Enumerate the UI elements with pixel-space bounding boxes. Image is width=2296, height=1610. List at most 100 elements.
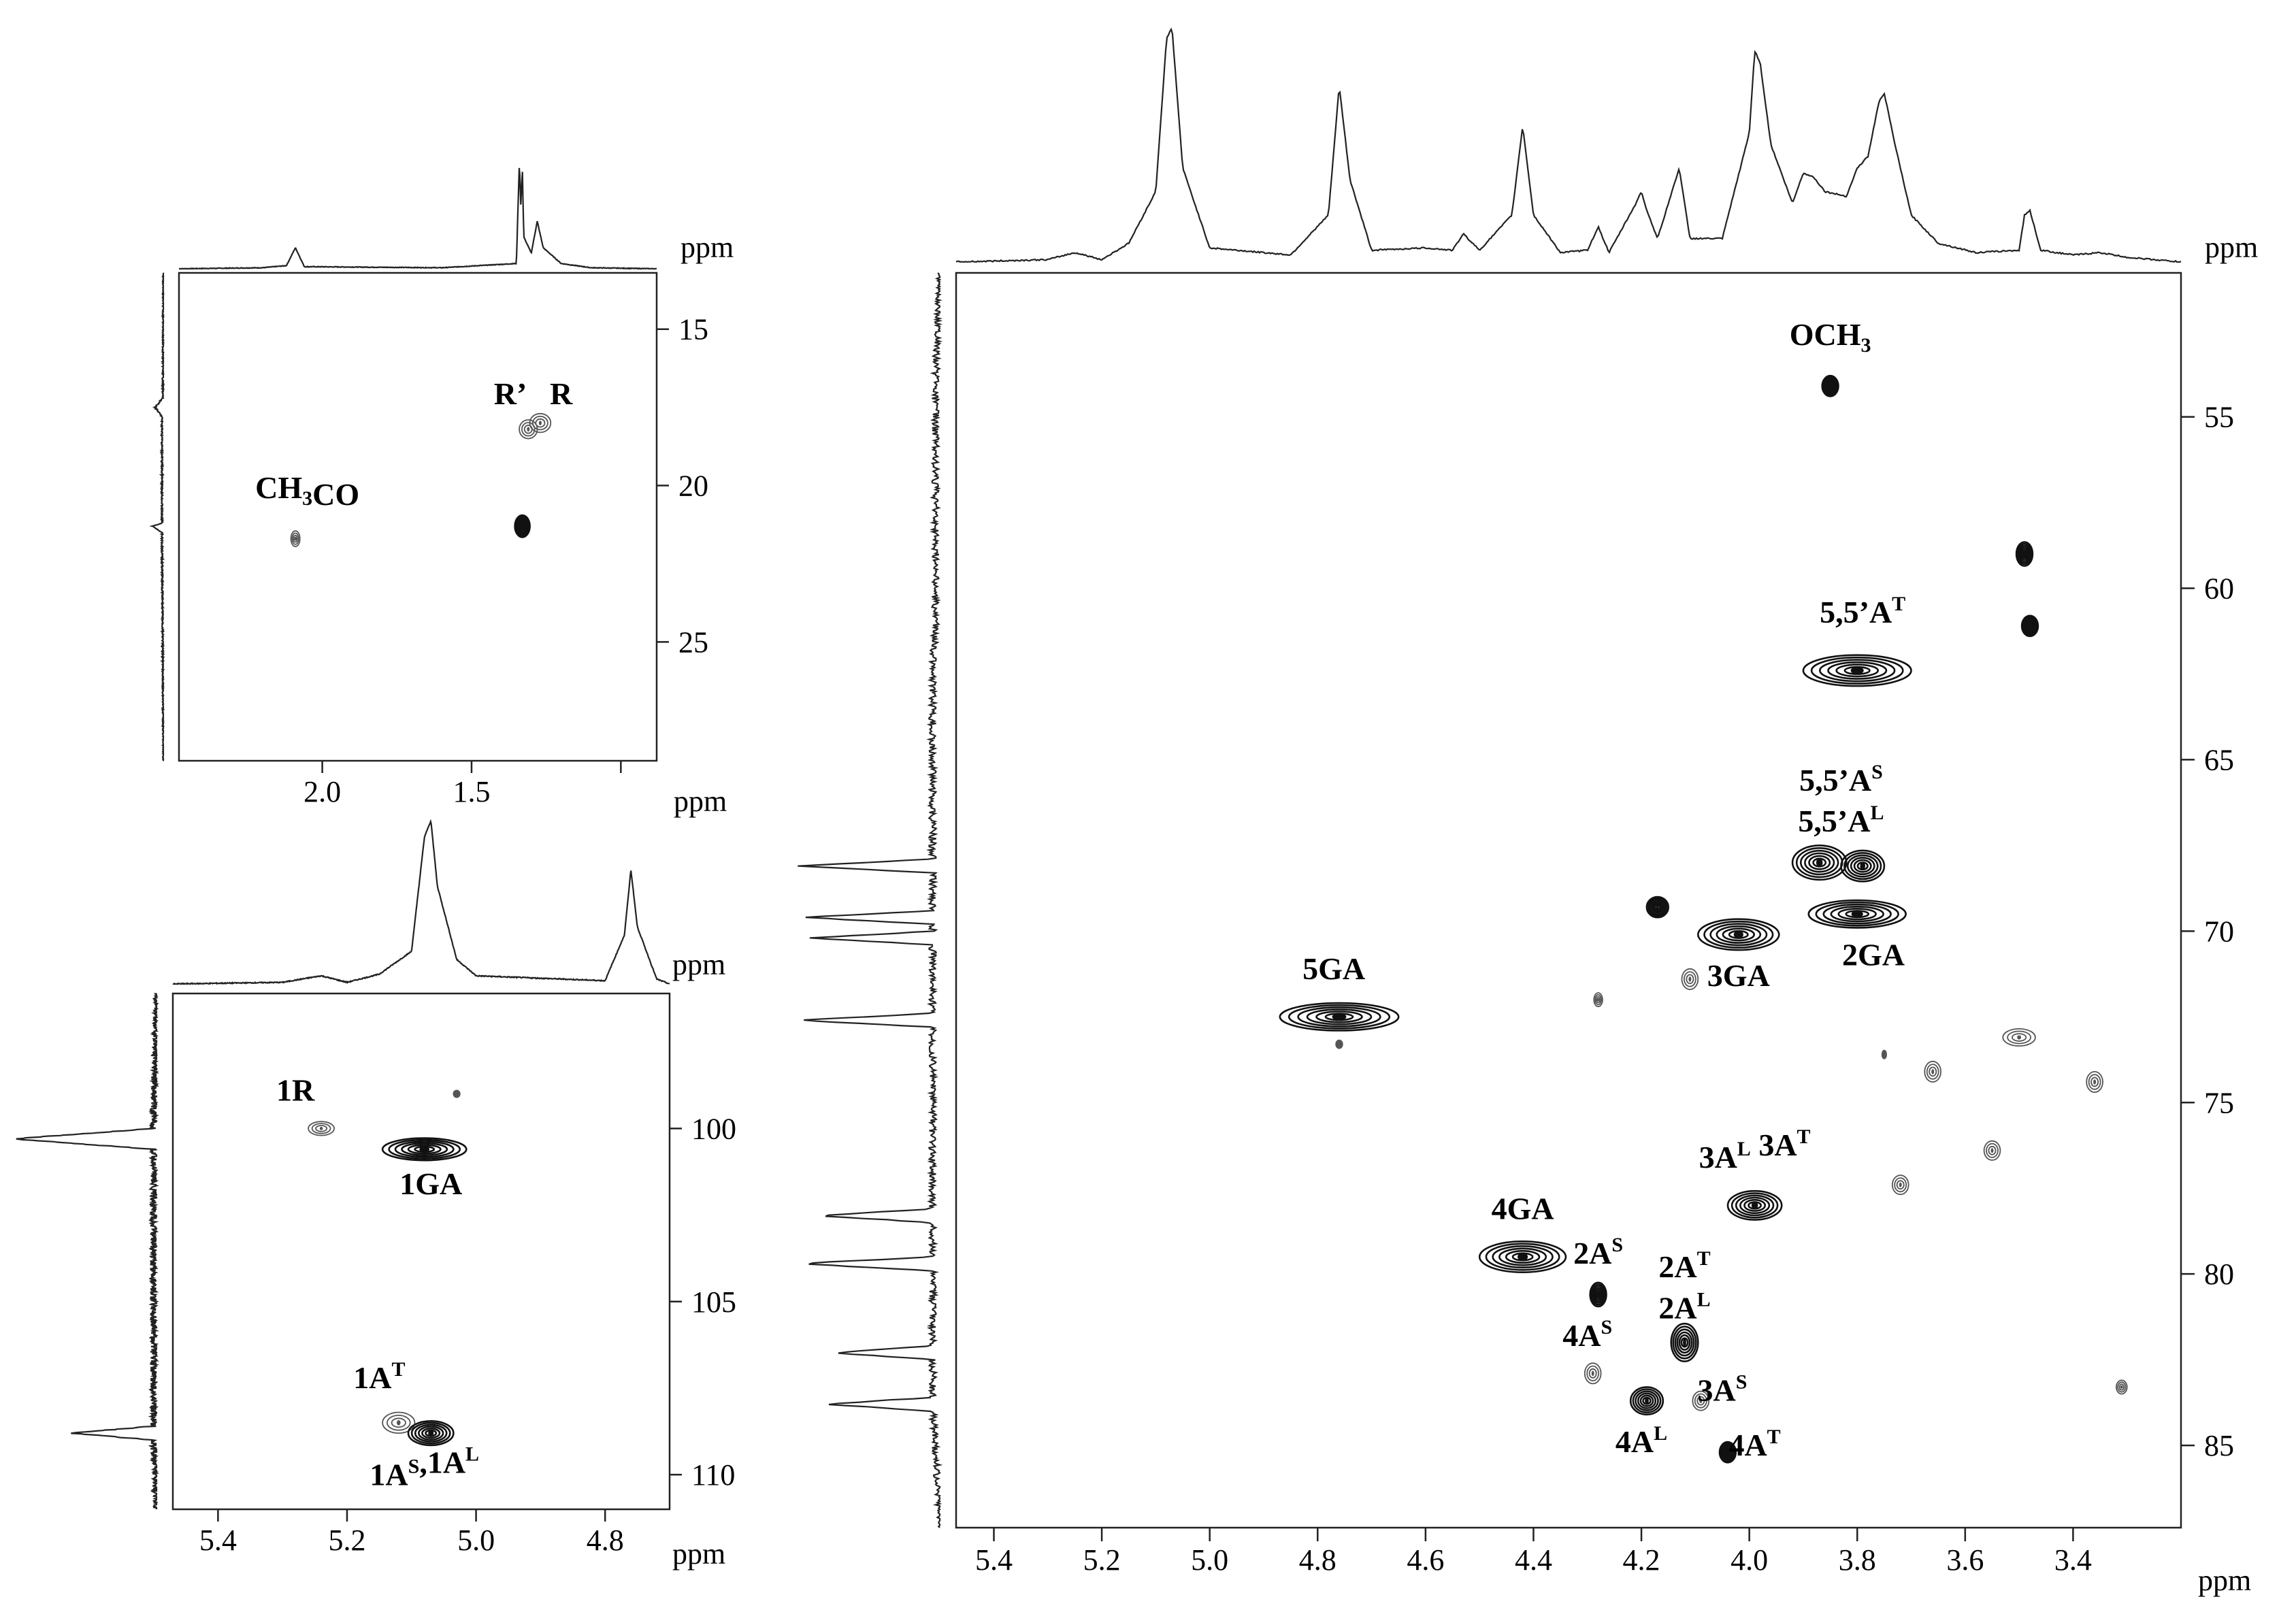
contour-core <box>397 1420 401 1426</box>
contour-line <box>1492 1245 1554 1269</box>
x-tick-label: 5.0 <box>457 1524 495 1557</box>
y-tick-label: 60 <box>2204 572 2234 606</box>
contour-line <box>2116 1379 2128 1395</box>
contour-line <box>1846 854 1879 878</box>
contour-line <box>1683 971 1696 987</box>
label-1as-1al: 1AS,1AL <box>370 1443 479 1492</box>
label-2ga: 2GA <box>1842 938 1905 972</box>
contour-line <box>1827 661 1888 680</box>
contour-core <box>1850 666 1864 675</box>
ppm-label-bottom: ppm <box>2198 1564 2251 1597</box>
cross-peak <box>1279 1002 1400 1032</box>
cross-peak <box>1629 1386 1664 1416</box>
cross-peak <box>2015 541 2034 568</box>
contour-line <box>1850 857 1875 876</box>
contour-line <box>1988 1145 1997 1155</box>
contour-line <box>1336 1040 1343 1048</box>
x-tick-label: 4.8 <box>587 1524 624 1557</box>
plot-frame <box>955 272 2182 1529</box>
contour-line <box>1632 1388 1662 1414</box>
contour-line <box>1592 1285 1605 1304</box>
cross-peak <box>1807 899 1907 929</box>
cross-peak <box>1681 968 1699 990</box>
contour-line <box>1807 899 1907 929</box>
contour-line <box>417 1426 444 1441</box>
contour-core <box>294 536 297 541</box>
contour-line <box>1926 1064 1939 1080</box>
contour-line <box>1722 927 1756 942</box>
contour-core <box>2029 623 2031 629</box>
contour-line <box>1718 1441 1737 1464</box>
contour-line <box>407 1144 442 1155</box>
contour-core <box>455 1092 459 1096</box>
contour-line <box>1297 1006 1381 1028</box>
cross-peak <box>1697 918 1780 951</box>
contour-line <box>1891 1174 1909 1196</box>
contour-line <box>1804 852 1835 873</box>
contour-line <box>1791 844 1848 881</box>
contour-line <box>382 1411 416 1434</box>
contour-core <box>1656 904 1659 910</box>
cross-peak <box>1645 896 1670 919</box>
label-r-prime: R’ <box>494 376 527 411</box>
contour-line <box>1726 1189 1783 1221</box>
contour-line <box>2086 1071 2103 1094</box>
contour-line <box>1735 1194 1775 1217</box>
contour-line <box>516 517 529 535</box>
contour-line <box>1678 1334 1691 1351</box>
cross-peak <box>1821 374 1839 397</box>
contour-line <box>2020 548 2029 560</box>
projection-1h <box>955 27 2182 263</box>
cross-peak <box>407 1420 455 1447</box>
contour-line <box>2117 1381 2127 1393</box>
contour-core <box>1699 1398 1703 1404</box>
contour-line <box>1697 918 1780 951</box>
contour-core <box>1645 1397 1649 1404</box>
y-tick-label: 105 <box>691 1285 736 1319</box>
contour-line <box>1590 1283 1607 1306</box>
contour-line <box>1279 1002 1400 1032</box>
contour-line <box>1716 925 1762 944</box>
contour-line <box>1819 659 1896 683</box>
label-4ga: 4GA <box>1492 1192 1554 1226</box>
cross-peak <box>1589 1281 1607 1308</box>
contour-line <box>1629 1386 1664 1416</box>
y-tick-label: 25 <box>678 625 708 659</box>
label-2al: 2AL <box>1658 1289 1710 1326</box>
contour-line <box>1674 1328 1695 1357</box>
contour-line <box>1722 1445 1733 1459</box>
contour-line <box>1840 849 1886 883</box>
cross-peak <box>1983 1140 2001 1161</box>
x-tick-label: 3.6 <box>1946 1543 1984 1577</box>
x-tick-label: 3.4 <box>2054 1543 2092 1577</box>
contour-line <box>1743 1199 1767 1212</box>
x-tick-label: 5.2 <box>1083 1543 1121 1577</box>
contour-line <box>514 514 531 538</box>
contour-line <box>290 530 301 548</box>
cross-peak <box>1726 1189 1783 1221</box>
contour-line <box>1815 901 1899 927</box>
contour-line <box>1709 923 1768 947</box>
contour-line <box>1826 381 1835 391</box>
contour-core <box>1726 1449 1729 1455</box>
contour-line <box>1670 1322 1699 1362</box>
contour-line <box>1686 974 1694 985</box>
contour-line <box>311 1123 331 1134</box>
label-1at: 1AT <box>353 1358 405 1395</box>
contour-line <box>1635 1390 1659 1411</box>
contour-core <box>1591 1370 1594 1377</box>
contour-core <box>1733 930 1743 939</box>
label-2as: 2AS <box>1573 1234 1623 1270</box>
contour-line <box>1672 1326 1697 1360</box>
contour-line <box>1478 1241 1567 1274</box>
contour-core <box>1518 1253 1528 1261</box>
label-55as: 5,5’AS <box>1799 761 1883 798</box>
y-tick-label: 65 <box>2204 743 2234 776</box>
x-tick-label: 5.4 <box>975 1543 1013 1577</box>
label-3ga: 3GA <box>1707 958 1770 993</box>
contour-line <box>1837 908 1877 921</box>
contour-line <box>1721 1444 1735 1460</box>
cross-peak <box>1584 1362 1602 1385</box>
label-4al: 4AL <box>1616 1422 1667 1459</box>
label-4as: 4AS <box>1562 1316 1612 1353</box>
